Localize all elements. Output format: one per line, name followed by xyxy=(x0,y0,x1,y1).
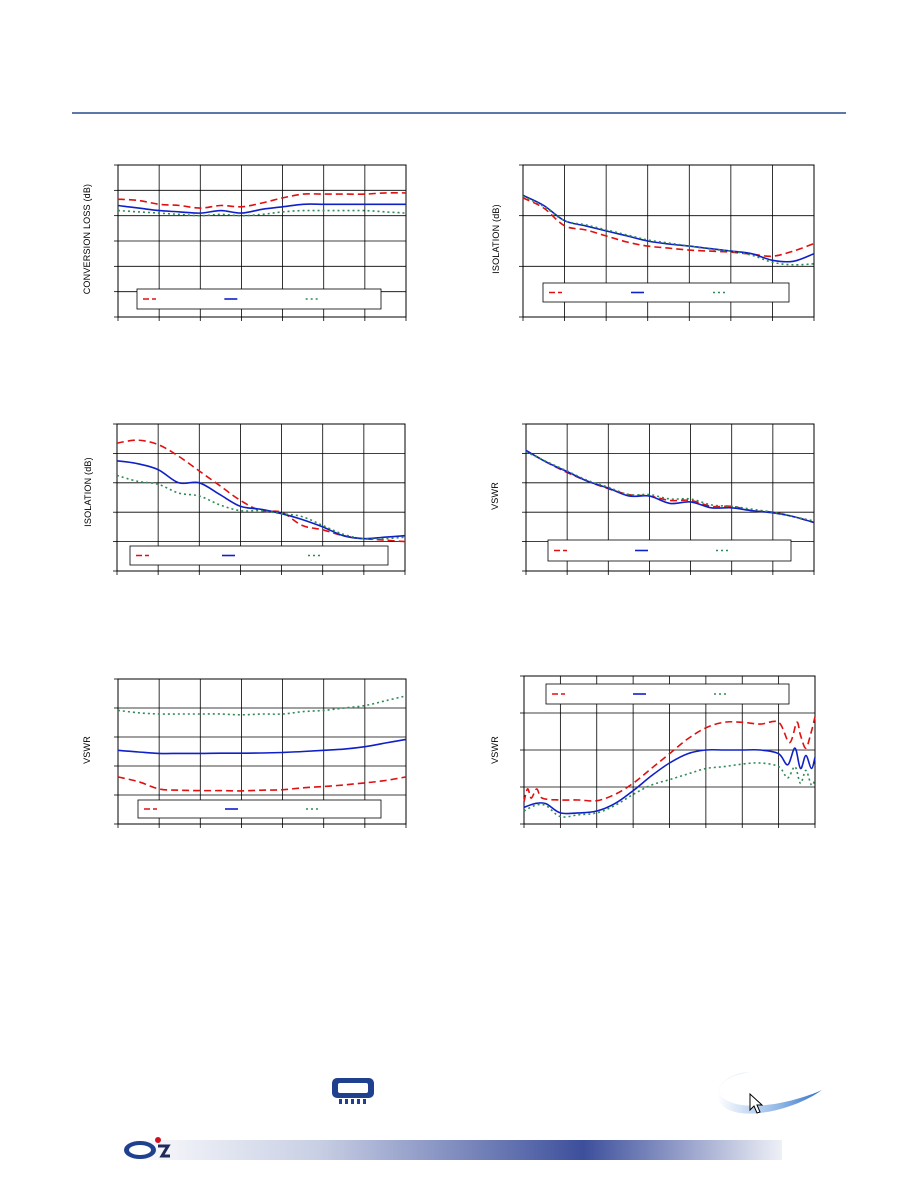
chart-2-series-green-line xyxy=(522,195,815,266)
chart-4-frame xyxy=(525,423,815,572)
chart-6-series-red-line xyxy=(523,716,816,803)
chart-5-frame xyxy=(117,678,407,825)
brand-swoosh-icon xyxy=(717,1072,822,1114)
chart-4-legend xyxy=(547,539,792,562)
chart-5-legend xyxy=(137,799,382,819)
chart-6-series-green-line xyxy=(523,762,816,818)
chart-5-series-red-line xyxy=(117,776,407,792)
chart-2-legend xyxy=(542,282,790,303)
footer-gradient-bar xyxy=(120,1140,782,1160)
chart-6-series-blue-line xyxy=(523,747,816,815)
chart-5-series-blue-line xyxy=(117,738,407,755)
chart-5-series-green-line xyxy=(117,695,407,716)
chart-2-frame xyxy=(522,164,815,318)
chart-1-ylabel: CONVERSION LOSS (dB) xyxy=(82,183,92,295)
chart-3-frame xyxy=(116,423,406,572)
chart-1-series-green-line xyxy=(117,209,407,217)
chart-6-ylabel: VSWR xyxy=(490,736,500,764)
chart-1-series-red-line xyxy=(117,192,407,209)
chart-1-series-blue-line xyxy=(117,203,406,214)
chart-2-series-blue-line xyxy=(522,194,815,263)
chart-4-series-blue-line xyxy=(525,449,815,524)
chart-5-ylabel: VSWR xyxy=(82,736,92,764)
chip-icon xyxy=(332,1078,374,1104)
company-logo-icon xyxy=(124,1137,171,1159)
chart-2-series-red-line xyxy=(522,197,815,258)
chart-3-series-blue-line xyxy=(116,460,406,540)
chart-3-series-red-line xyxy=(116,439,406,543)
chart-3-ylabel: ISOLATION (dB) xyxy=(83,457,93,527)
chart-4-ylabel: VSWR xyxy=(490,482,500,510)
cursor-arrow-icon xyxy=(749,1092,764,1114)
header-rule xyxy=(72,112,846,114)
chart-6-legend xyxy=(545,683,790,705)
chart-1-legend xyxy=(136,288,382,310)
chart-4-series-green-line xyxy=(525,451,815,522)
chart-3-series-green-line xyxy=(116,474,406,540)
chart-3-legend xyxy=(129,545,389,566)
chart-2-ylabel: ISOLATION (dB) xyxy=(491,204,501,274)
